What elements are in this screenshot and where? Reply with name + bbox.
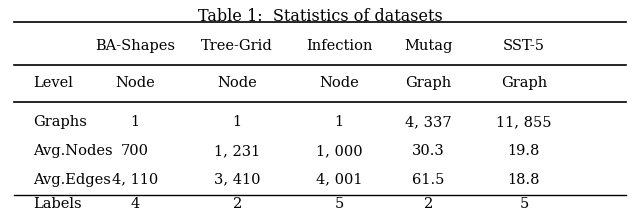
Text: Infection: Infection	[306, 39, 372, 53]
Text: 4: 4	[131, 197, 140, 211]
Text: SST-5: SST-5	[503, 39, 545, 53]
Text: 1, 231: 1, 231	[214, 144, 260, 158]
Text: Node: Node	[319, 76, 359, 90]
Text: Avg.Edges: Avg.Edges	[33, 173, 111, 187]
Text: Level: Level	[33, 76, 73, 90]
Text: 30.3: 30.3	[412, 144, 445, 158]
Text: 61.5: 61.5	[412, 173, 445, 187]
Text: 1, 000: 1, 000	[316, 144, 362, 158]
Text: 1: 1	[232, 115, 242, 129]
Text: Graphs: Graphs	[33, 115, 87, 129]
Text: Node: Node	[218, 76, 257, 90]
Text: Node: Node	[115, 76, 155, 90]
Text: 11, 855: 11, 855	[496, 115, 552, 129]
Text: 3, 410: 3, 410	[214, 173, 260, 187]
Text: 2: 2	[424, 197, 433, 211]
Text: 5: 5	[335, 197, 344, 211]
Text: 4, 001: 4, 001	[316, 173, 362, 187]
Text: Mutag: Mutag	[404, 39, 452, 53]
Text: Graph: Graph	[500, 76, 547, 90]
Text: Graph: Graph	[405, 76, 451, 90]
Text: 1: 1	[131, 115, 140, 129]
Text: 700: 700	[121, 144, 149, 158]
Text: Tree-Grid: Tree-Grid	[202, 39, 273, 53]
Text: 4, 110: 4, 110	[112, 173, 158, 187]
Text: 19.8: 19.8	[508, 144, 540, 158]
Text: 18.8: 18.8	[508, 173, 540, 187]
Text: 4, 337: 4, 337	[405, 115, 452, 129]
Text: Table 1:  Statistics of datasets: Table 1: Statistics of datasets	[198, 7, 442, 24]
Text: Avg.Nodes: Avg.Nodes	[33, 144, 113, 158]
Text: 2: 2	[232, 197, 242, 211]
Text: 1: 1	[335, 115, 344, 129]
Text: Labels: Labels	[33, 197, 82, 211]
Text: 5: 5	[519, 197, 529, 211]
Text: BA-Shapes: BA-Shapes	[95, 39, 175, 53]
